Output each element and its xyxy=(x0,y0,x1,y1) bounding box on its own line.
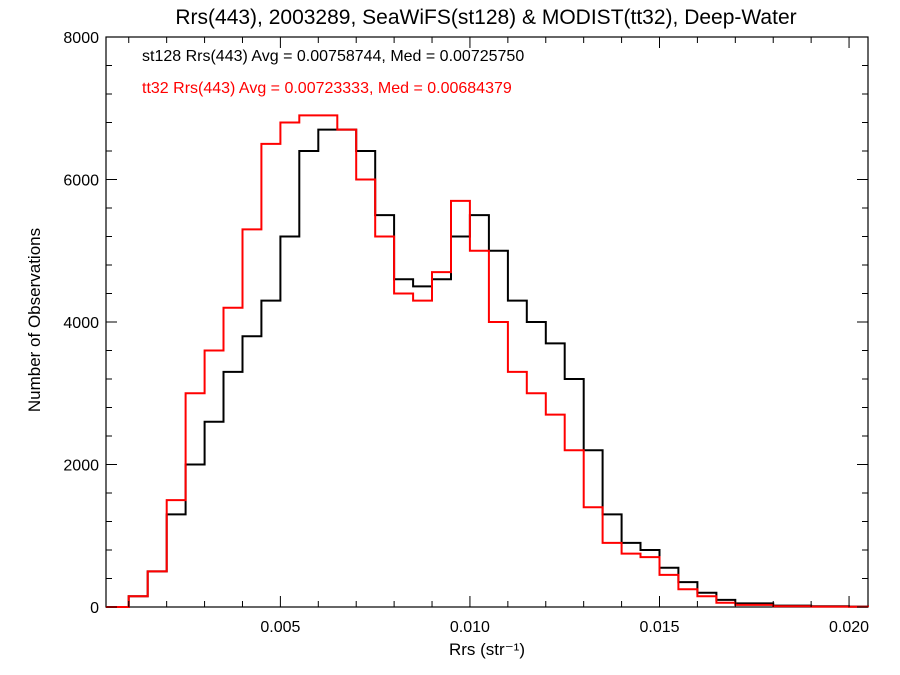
x-axis-label: Rrs (str⁻¹) xyxy=(449,640,525,659)
plot-area-border xyxy=(105,36,869,608)
annotation-tt32: tt32 Rrs(443) Avg = 0.00723333, Med = 0.… xyxy=(142,80,512,97)
annotation-st128: st128 Rrs(443) Avg = 0.00758744, Med = 0… xyxy=(142,48,524,65)
y-tick-label: 4000 xyxy=(63,315,99,332)
x-tick-label: 0.020 xyxy=(829,619,869,636)
x-tick-label: 0.005 xyxy=(260,619,300,636)
y-tick-label: 0 xyxy=(90,600,99,617)
ticks-layer: 0.005 0.010 0.015 0.020 0 2000 4000 6000 8000 xyxy=(63,30,869,636)
series-line-st128 xyxy=(106,128,869,608)
x-tick-label: 0.010 xyxy=(450,619,490,636)
plot-frame xyxy=(105,36,869,608)
x-tick-label: 0.015 xyxy=(639,619,679,636)
y-axis-label: Number of Observations xyxy=(25,228,44,412)
chart-title: Rrs(443), 2003289, SeaWiFS(st128) & MODI… xyxy=(175,6,796,29)
series-layer xyxy=(106,114,869,608)
y-tick-label: 8000 xyxy=(63,30,99,47)
series-line-tt32 xyxy=(106,114,869,608)
y-tick-label: 6000 xyxy=(63,173,99,190)
y-tick-label: 2000 xyxy=(63,458,99,475)
